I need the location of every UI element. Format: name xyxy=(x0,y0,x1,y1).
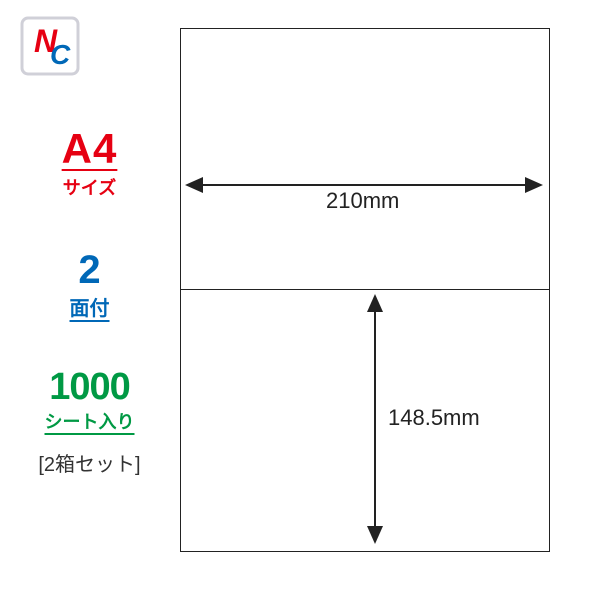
size-main: A4 xyxy=(22,128,157,170)
sheets-note: [2箱セット] xyxy=(22,448,157,477)
sheets-main: 1000 xyxy=(22,368,157,406)
info-size: A4 サイズ xyxy=(22,128,157,200)
info-faces: 2 面付 xyxy=(22,250,157,321)
width-dimension-label: 210mm xyxy=(326,188,399,214)
svg-text:C: C xyxy=(50,39,71,70)
sheet-split-line xyxy=(181,289,549,290)
faces-main: 2 xyxy=(22,250,157,290)
size-sub: サイズ xyxy=(22,174,157,200)
product-diagram: N C 210mm 148.5mm A4 サイズ 2 面付 1000 シート入り… xyxy=(0,0,600,600)
sheets-sub: シート入り xyxy=(22,408,157,434)
height-dimension-label: 148.5mm xyxy=(388,405,480,431)
arrow-up-head xyxy=(367,294,383,312)
faces-sub: 面付 xyxy=(22,292,157,321)
arrow-left-head xyxy=(185,177,203,193)
arrow-right-head xyxy=(525,177,543,193)
arrow-down-head xyxy=(367,526,383,544)
nc-logo: N C xyxy=(20,16,80,76)
info-sheets: 1000 シート入り [2箱セット] xyxy=(22,368,157,477)
height-dimension-arrow xyxy=(365,295,385,543)
